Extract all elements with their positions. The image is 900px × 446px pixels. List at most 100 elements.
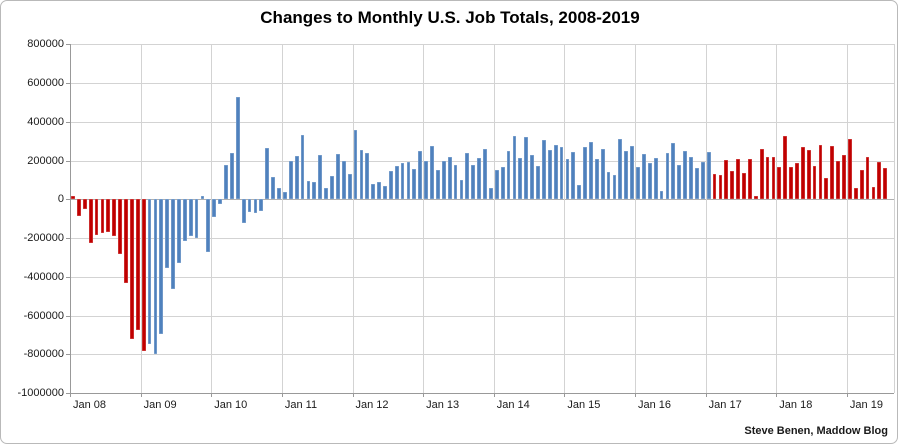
bar-Aug-2012 bbox=[394, 166, 399, 200]
bar-Dec-2011 bbox=[347, 174, 352, 200]
x-tick bbox=[846, 393, 848, 398]
bar-Feb-2018 bbox=[783, 136, 788, 200]
bar-Nov-2012 bbox=[412, 168, 417, 200]
bar-Aug-2008 bbox=[112, 199, 117, 237]
gridline-x-Jan-17 bbox=[705, 44, 707, 394]
bar-Apr-2009 bbox=[159, 199, 164, 335]
x-axis-label: Jan 15 bbox=[567, 399, 601, 412]
bar-Mar-2016 bbox=[647, 163, 652, 200]
bar-Aug-2009 bbox=[182, 199, 187, 241]
bar-May-2012 bbox=[377, 182, 381, 200]
y-axis-label: -800000 bbox=[23, 348, 64, 361]
bar-Aug-2018 bbox=[818, 144, 823, 200]
y-tick bbox=[66, 315, 70, 317]
gridline-y--200000 bbox=[70, 238, 894, 240]
bar-Feb-2011 bbox=[288, 160, 293, 200]
x-tick bbox=[140, 393, 142, 398]
bar-Dec-2018 bbox=[842, 155, 846, 200]
bar-Dec-2012 bbox=[418, 150, 423, 200]
bar-Feb-2016 bbox=[642, 154, 646, 200]
gridline-x-Jan-15 bbox=[564, 44, 566, 394]
bar-Mar-2010 bbox=[224, 164, 228, 200]
bar-Apr-2017 bbox=[724, 159, 729, 200]
bar-Oct-2008 bbox=[124, 199, 128, 283]
bar-Jul-2015 bbox=[600, 148, 605, 200]
gridline-y--800000 bbox=[70, 354, 894, 356]
bar-May-2015 bbox=[589, 142, 593, 200]
bar-Apr-2014 bbox=[512, 136, 517, 200]
bar-Aug-2016 bbox=[677, 165, 682, 200]
bar-Jun-2008 bbox=[100, 199, 105, 234]
bar-Jan-2013 bbox=[424, 161, 429, 200]
gridline-x-Jan-14 bbox=[493, 44, 495, 394]
bar-Mar-2009 bbox=[153, 199, 158, 355]
bar-Apr-2010 bbox=[230, 152, 234, 200]
bar-Dec-2008 bbox=[135, 199, 140, 331]
bar-Jun-2019 bbox=[877, 161, 882, 200]
source-credit: Steve Benen, Maddow Blog bbox=[744, 425, 888, 437]
bar-Feb-2017 bbox=[712, 174, 717, 200]
bar-Apr-2013 bbox=[441, 160, 446, 200]
gridline-y--1000000 bbox=[70, 393, 894, 395]
y-tick bbox=[66, 354, 70, 356]
bar-Oct-2018 bbox=[830, 145, 835, 200]
bar-Jul-2008 bbox=[106, 199, 111, 233]
x-axis-label: Jan 08 bbox=[73, 399, 107, 412]
gridline-y-600000 bbox=[70, 82, 894, 84]
bar-Jul-2018 bbox=[812, 166, 817, 200]
bar-Oct-2010 bbox=[265, 148, 270, 200]
x-axis-label: Jan 18 bbox=[779, 399, 813, 412]
bar-Sep-2014 bbox=[541, 139, 546, 200]
bar-Jul-2009 bbox=[177, 199, 181, 264]
bar-Apr-2016 bbox=[653, 157, 658, 200]
bar-Jul-2014 bbox=[530, 155, 534, 200]
bar-Oct-2012 bbox=[406, 162, 411, 200]
bar-Sep-2008 bbox=[118, 199, 122, 254]
bar-Feb-2014 bbox=[500, 167, 505, 200]
bar-Sep-2018 bbox=[824, 178, 829, 200]
y-tick bbox=[66, 44, 70, 46]
plot-right-border bbox=[894, 44, 895, 394]
y-axis-label: 200000 bbox=[27, 154, 64, 167]
bar-May-2008 bbox=[94, 199, 99, 236]
bar-Oct-2009 bbox=[194, 199, 199, 239]
bar-Jun-2015 bbox=[594, 158, 599, 200]
x-tick bbox=[70, 393, 71, 398]
x-axis-label: Jan 16 bbox=[638, 399, 672, 412]
x-axis-label: Jan 19 bbox=[849, 399, 883, 412]
bar-Jan-2017 bbox=[706, 151, 711, 200]
bar-Jun-2013 bbox=[453, 165, 458, 200]
bar-Aug-2013 bbox=[465, 152, 470, 200]
gridline-x-Jan-10 bbox=[211, 44, 213, 394]
bar-Jan-2012 bbox=[353, 130, 358, 200]
bar-Feb-2019 bbox=[853, 188, 858, 200]
gridline-x-Jan-13 bbox=[423, 44, 425, 394]
gridline-x-Jan-12 bbox=[352, 44, 354, 394]
bar-Jan-2011 bbox=[282, 191, 287, 200]
bar-Jan-2016 bbox=[636, 166, 640, 200]
x-tick bbox=[281, 393, 283, 398]
bar-Feb-2009 bbox=[147, 199, 152, 344]
bar-Mar-2011 bbox=[294, 155, 299, 200]
x-axis-label: Jan 12 bbox=[355, 399, 389, 412]
y-tick bbox=[66, 238, 70, 240]
gridline-x-Jan-16 bbox=[635, 44, 637, 394]
bar-Nov-2013 bbox=[483, 148, 487, 200]
bar-May-2011 bbox=[306, 180, 311, 200]
y-axis-label: 400000 bbox=[27, 115, 64, 128]
bar-Jul-2016 bbox=[671, 142, 676, 200]
bar-Jul-2019 bbox=[883, 167, 888, 200]
bar-Nov-2017 bbox=[765, 157, 770, 200]
bar-Mar-2019 bbox=[859, 169, 864, 200]
bar-Feb-2010 bbox=[218, 199, 223, 205]
bar-Oct-2014 bbox=[547, 149, 552, 200]
bar-Sep-2015 bbox=[612, 174, 617, 200]
x-tick bbox=[211, 393, 213, 398]
bar-Oct-2013 bbox=[477, 157, 481, 200]
bar-Nov-2018 bbox=[836, 161, 841, 200]
bar-Oct-2017 bbox=[759, 148, 764, 200]
bar-Jul-2010 bbox=[247, 199, 252, 212]
gridline-y-400000 bbox=[70, 121, 894, 123]
bar-May-2017 bbox=[730, 171, 735, 200]
